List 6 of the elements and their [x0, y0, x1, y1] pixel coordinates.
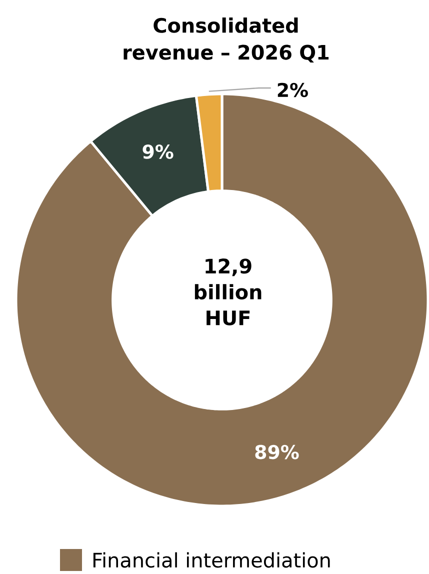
data-label: 9% — [142, 144, 174, 159]
legend-label: Financial intermediation — [93, 552, 330, 568]
text: 12,9 billion HUF — [194, 258, 262, 326]
chart-title: Consolidated revenue – 2026 Q1 — [124, 18, 328, 62]
data-label: 2% — [278, 82, 308, 98]
data-label: 89% — [255, 444, 299, 460]
